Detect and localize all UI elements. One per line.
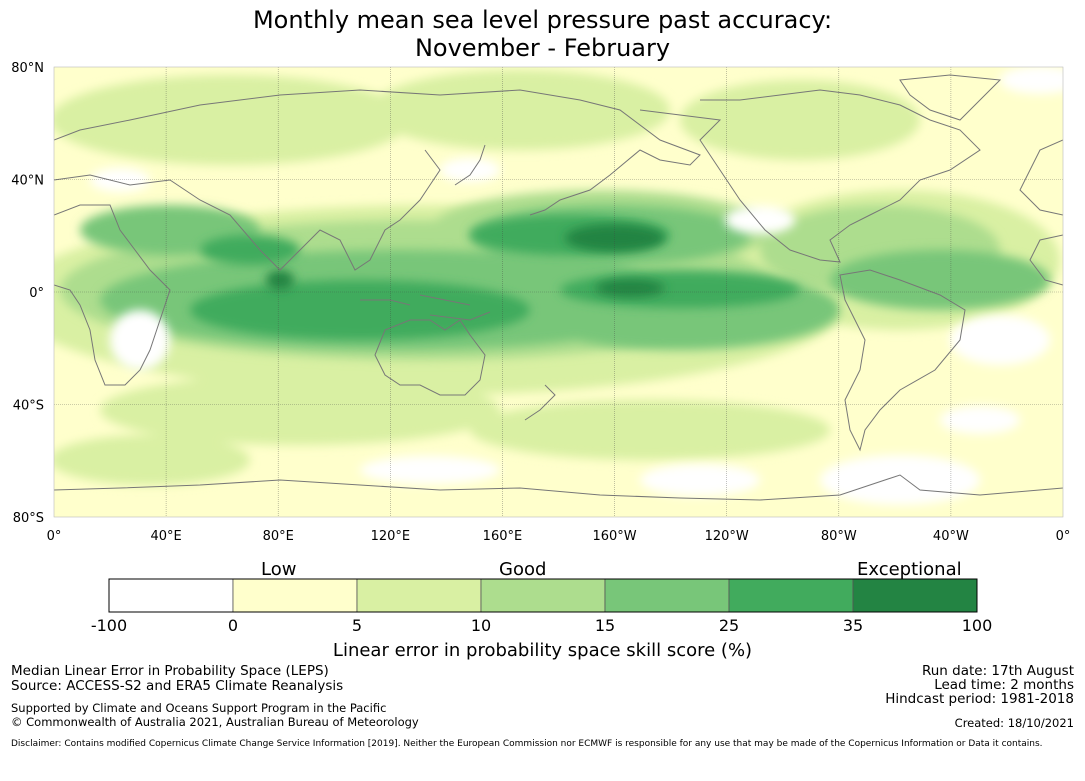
footer-hindcast: Hindcast period: 1981-2018 bbox=[885, 691, 1074, 707]
colorbar-swatch bbox=[604, 578, 730, 613]
footer-copyright: © Commonwealth of Australia 2021, Austra… bbox=[11, 715, 419, 729]
colorbar-tick-label: 10 bbox=[470, 616, 492, 635]
colorbar-tick-label: -100 bbox=[90, 616, 128, 635]
lon-label: 40°E bbox=[150, 529, 181, 544]
colorbar-tick-label: 25 bbox=[718, 616, 740, 635]
footer-disclaimer: Disclaimer: Contains modified Copernicus… bbox=[11, 739, 1043, 749]
coastlines bbox=[54, 74, 1063, 501]
lat-label: 40°N bbox=[11, 174, 44, 189]
colorbar-swatch bbox=[852, 578, 978, 613]
lon-label: 0° bbox=[1056, 529, 1071, 544]
colorbar-tick-label: 100 bbox=[961, 616, 993, 635]
skill-field-level-35-100 bbox=[266, 224, 665, 297]
lon-label: 120°W bbox=[705, 529, 749, 544]
latitude-labels: 80°N 40°N 0° 40°S 80°S bbox=[11, 61, 44, 526]
lon-label: 160°W bbox=[592, 529, 636, 544]
longitude-labels: 0° 40°E 80°E 120°E 160°E 160°W 120°W 80°W 40°W 0° bbox=[47, 529, 1071, 544]
lon-label: 120°E bbox=[371, 529, 411, 544]
colorbar-label-low: Low bbox=[261, 559, 297, 580]
colorbar-swatch bbox=[108, 578, 234, 613]
footer-support: Supported by Climate and Oceans Support … bbox=[11, 701, 387, 715]
colorbar-tick-label: 35 bbox=[842, 616, 864, 635]
skill-field-below-0 bbox=[90, 67, 1063, 505]
lat-label: 40°S bbox=[13, 399, 44, 414]
footer-run-date: Run date: 17th August bbox=[921, 663, 1074, 679]
lon-label: 40°W bbox=[933, 529, 969, 544]
colorbar-label-good: Good bbox=[499, 559, 547, 580]
chart-title-line1: Monthly mean sea level pressure past acc… bbox=[252, 6, 833, 34]
lat-label: 0° bbox=[29, 286, 44, 301]
footer-source: Source: ACCESS-S2 and ERA5 Climate Reana… bbox=[11, 678, 344, 694]
lon-label: 80°E bbox=[263, 529, 294, 544]
colorbar-tick-label: 0 bbox=[227, 616, 239, 635]
colorbar-swatch bbox=[356, 578, 482, 613]
chart-title-line2: November - February bbox=[414, 34, 671, 62]
colorbar-label-exceptional: Exceptional bbox=[857, 559, 962, 580]
colorbar-frame bbox=[108, 578, 978, 613]
colorbar-swatch bbox=[232, 578, 358, 613]
footer-method: Median Linear Error in Probability Space… bbox=[11, 663, 329, 679]
lon-label: 0° bbox=[47, 529, 62, 544]
lat-label: 80°N bbox=[11, 61, 44, 76]
map-gridlines bbox=[54, 67, 1063, 517]
lon-label: 160°E bbox=[483, 529, 523, 544]
colorbar-title: Linear error in probability space skill … bbox=[332, 640, 753, 661]
colorbar-tick-label: 5 bbox=[351, 616, 363, 635]
colorbar-swatch bbox=[480, 578, 606, 613]
map-plot-area bbox=[54, 67, 1063, 517]
colorbar-tick-label: 15 bbox=[594, 616, 616, 635]
lat-label: 80°S bbox=[13, 511, 44, 526]
footer-created: Created: 18/10/2021 bbox=[954, 716, 1074, 730]
map-frame bbox=[53, 66, 1064, 518]
footer-lead-time: Lead time: 2 months bbox=[934, 677, 1074, 693]
colorbar bbox=[108, 578, 978, 613]
lon-label: 80°W bbox=[821, 529, 857, 544]
colorbar-swatch bbox=[728, 578, 854, 613]
